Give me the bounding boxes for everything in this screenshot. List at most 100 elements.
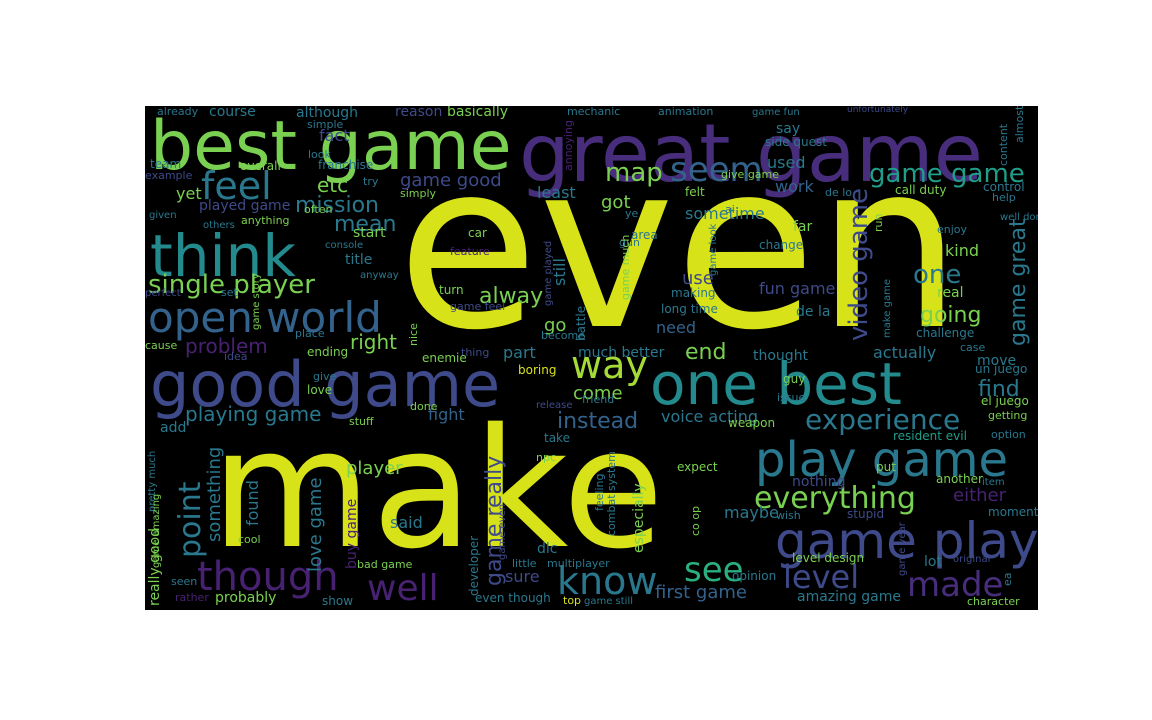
word-ea: ea xyxy=(1001,572,1014,586)
word-making: making xyxy=(671,286,716,300)
word-one: one xyxy=(913,260,961,290)
word-well: well xyxy=(367,568,439,609)
word-anything: anything xyxy=(241,214,290,227)
word-opinion: opinion xyxy=(732,569,776,583)
word-game-look: game look xyxy=(708,223,719,276)
word-amazing-game: amazing game xyxy=(797,589,901,605)
word-although: although xyxy=(296,106,358,121)
word-given: given xyxy=(149,210,177,221)
word-give-game: give game xyxy=(721,168,779,181)
word-game-feel: game feel xyxy=(450,300,505,313)
word-really-good: really good xyxy=(147,528,163,606)
word-cool: cool xyxy=(238,533,261,546)
word-overall: overall xyxy=(240,159,281,173)
word-something: something xyxy=(204,447,225,542)
word-game-much: game much xyxy=(619,235,632,300)
word-others: others xyxy=(203,220,235,231)
word-top: top xyxy=(563,594,581,607)
word-kind: kind xyxy=(945,241,979,260)
word-probably: probably xyxy=(215,590,276,606)
word-take: take xyxy=(544,431,570,445)
word-feature: feature xyxy=(450,245,490,258)
word-moment: moment xyxy=(988,505,1038,519)
word-cloud-panel: even make great game best game good game one … xyxy=(145,106,1038,610)
word-set: set xyxy=(221,286,238,299)
word-original: original xyxy=(953,554,990,565)
word-car: car xyxy=(468,226,487,240)
word-thought: thought xyxy=(753,348,809,364)
word-either: either xyxy=(953,485,1007,506)
word-example: example xyxy=(145,169,193,182)
word-de-lo: de lo xyxy=(825,186,852,199)
word-work: work xyxy=(775,177,814,196)
word-feel: feel xyxy=(201,164,272,208)
word-resident-evil: resident evil xyxy=(893,429,967,443)
word-start: start xyxy=(353,225,386,241)
word-nothing: nothing xyxy=(792,474,845,490)
word-guy: guy xyxy=(783,372,805,386)
word-player: player xyxy=(346,458,403,479)
word-made: made xyxy=(907,565,1003,605)
word-annoying: annoying xyxy=(562,120,575,171)
word-de-la: de la xyxy=(796,304,830,320)
word-character: character xyxy=(967,595,1020,608)
word-yet: yet xyxy=(176,184,202,203)
word-buy-game: buy game xyxy=(344,499,360,569)
word-bad-game: bad game xyxy=(357,558,413,571)
word-put: put xyxy=(876,460,896,474)
word-map: map xyxy=(605,158,663,188)
word-getting: getting xyxy=(988,409,1027,422)
word-fight: fight xyxy=(428,405,465,424)
word-animation: animation xyxy=(658,106,713,118)
word-point: point xyxy=(173,481,208,558)
word-playing-game: playing game xyxy=(185,402,321,426)
word-play-game: play game xyxy=(755,432,1008,488)
word-unfortunately: unfortunately xyxy=(847,106,909,115)
word-little: little xyxy=(512,557,537,570)
word-think: think xyxy=(150,222,296,290)
word-voice-acting: voice acting xyxy=(661,407,758,426)
word-go: go xyxy=(544,315,566,336)
word-single-player: single player xyxy=(148,270,315,300)
word-found: found xyxy=(243,480,262,526)
word-almost: almost xyxy=(1013,106,1026,143)
word-level: level xyxy=(783,558,859,596)
word-run: run xyxy=(872,214,885,232)
word-turn: turn xyxy=(439,283,464,297)
word-developer: developer xyxy=(467,536,481,596)
word-weapon: weapon xyxy=(728,416,775,430)
word-say: say xyxy=(776,121,800,137)
word-npc: npc xyxy=(536,451,556,464)
word-simply: simply xyxy=(400,187,437,200)
word-enjoy: enjoy xyxy=(937,223,968,236)
word-sometime: sometime xyxy=(685,204,765,223)
word-move: move xyxy=(977,353,1016,369)
word-use: use xyxy=(682,268,714,289)
word-love: love xyxy=(307,383,332,397)
word-stuff: stuff xyxy=(349,415,374,428)
word-sure: sure xyxy=(505,567,540,586)
word-rather: rather xyxy=(175,591,209,604)
word-going: going xyxy=(920,303,981,328)
word-game-fun: game fun xyxy=(752,107,800,118)
word-especially: especially xyxy=(631,483,647,553)
word-make: make xyxy=(211,393,664,585)
word-area: area xyxy=(631,228,658,242)
word-often: often xyxy=(304,203,332,216)
word-right: right xyxy=(350,330,397,354)
word-game-great: game great xyxy=(1006,218,1031,346)
word-try: try xyxy=(363,175,379,188)
word-game-game: game game xyxy=(869,159,1025,189)
word-change: change xyxy=(759,238,803,252)
word-one-best: one best xyxy=(650,350,902,418)
word-know: know xyxy=(557,559,657,603)
word-actually: actually xyxy=(873,343,936,362)
word-seen: seen xyxy=(171,575,197,588)
word-game-really: game really xyxy=(482,456,507,586)
word-become: become xyxy=(541,329,585,342)
word-felt: felt xyxy=(685,185,705,199)
word-anyway: anyway xyxy=(360,270,399,281)
word-mechanic: mechanic xyxy=(567,106,620,118)
word-content: content xyxy=(997,123,1010,166)
